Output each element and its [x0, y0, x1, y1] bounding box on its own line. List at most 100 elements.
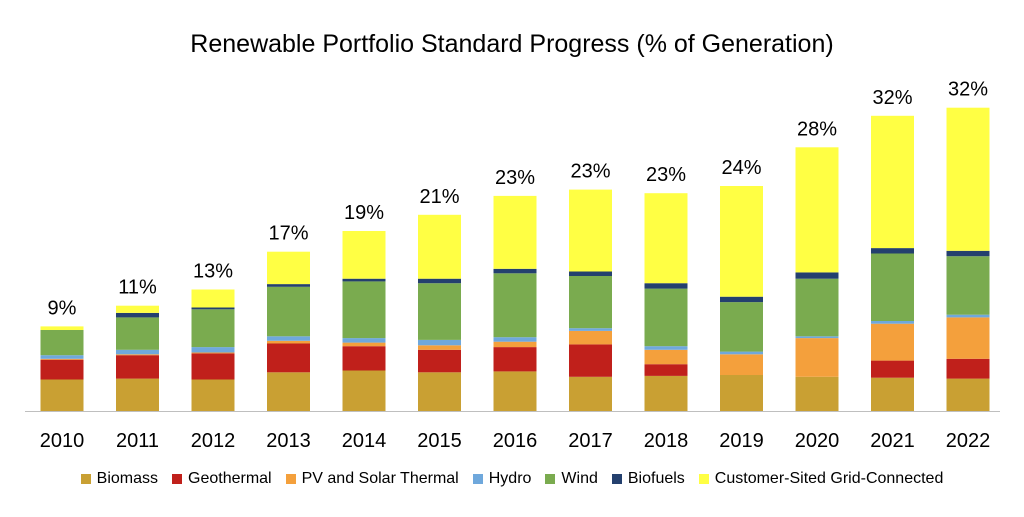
bar-segment-hydro-2013 [267, 336, 310, 341]
bar-segment-biofuels-2017 [569, 271, 612, 276]
total-label-2018: 23% [646, 164, 686, 186]
x-tick-label-2017: 2017 [568, 430, 613, 452]
x-tick-label-2016: 2016 [493, 430, 538, 452]
bar-segment-biofuels-2014 [342, 278, 386, 282]
legend-label-pv-and-solar-thermal: PV and Solar Thermal [301, 470, 459, 487]
bar-segment-biofuels-2013 [267, 284, 310, 287]
bar-segment-pv-and-solar-thermal-2019 [720, 354, 763, 375]
x-tick-label-2018: 2018 [644, 430, 689, 452]
bar-segment-wind-2011 [116, 317, 159, 350]
bar-segment-wind-2015 [418, 283, 461, 340]
legend-label-hydro: Hydro [488, 470, 532, 487]
bar-segment-biomass-2020 [795, 376, 839, 411]
x-tick-label-2010: 2010 [40, 430, 85, 452]
bar-segment-biomass-2010 [40, 379, 84, 411]
bar-segment-biofuels-2016 [493, 268, 537, 274]
bar-segment-hydro-2019 [720, 351, 763, 355]
bar-segment-biomass-2011 [116, 378, 159, 411]
bar-segment-pv-and-solar-thermal-2022 [946, 317, 990, 359]
bar-segment-customer-sited-grid-connected-2016 [493, 195, 537, 269]
x-tick-label-2022: 2022 [946, 430, 991, 452]
bar-segment-pv-and-solar-thermal-2021 [871, 323, 914, 361]
bar-segment-hydro-2017 [569, 328, 612, 331]
legend-swatch-hydro [472, 474, 483, 484]
bar-segment-biofuels-2021 [871, 248, 914, 254]
bar-segment-geothermal-2018 [644, 364, 688, 376]
legend-label-customer-sited-grid-connected: Customer-Sited Grid-Connected [714, 470, 944, 487]
bar-segment-hydro-2014 [342, 338, 386, 343]
total-label-2012: 13% [193, 261, 233, 283]
bar-segment-biomass-2014 [342, 370, 386, 411]
legend: Biomass Geothermal PV and Solar Thermal Hyd… [0, 470, 1024, 488]
total-label-2013: 17% [268, 223, 308, 245]
x-tick-label-2019: 2019 [719, 430, 764, 452]
bar-segment-geothermal-2011 [116, 355, 159, 379]
bar-segment-biofuels-2012 [191, 307, 235, 310]
bar-segment-biomass-2021 [871, 377, 914, 411]
legend-item-biofuels: Biofuels [611, 470, 685, 488]
bar-segment-hydro-2022 [946, 314, 990, 318]
bar-segment-wind-2017 [569, 276, 612, 329]
bar-segment-biomass-2018 [644, 375, 688, 411]
bar-segment-pv-and-solar-thermal-2013 [267, 340, 310, 344]
bar-segment-customer-sited-grid-connected-2010 [40, 326, 84, 330]
bar-segment-hydro-2010 [40, 355, 84, 359]
bar-segment-biofuels-2020 [795, 272, 839, 279]
total-label-2011: 11% [118, 277, 157, 299]
chart-title: Renewable Portfolio Standard Progress (%… [190, 30, 834, 58]
bar-segment-wind-2021 [871, 253, 914, 321]
bar-segment-customer-sited-grid-connected-2021 [871, 115, 914, 249]
total-label-2016: 23% [495, 167, 535, 189]
bar-segment-customer-sited-grid-connected-2017 [569, 189, 612, 272]
bar-segment-geothermal-2012 [191, 353, 235, 380]
bar-segment-geothermal-2022 [946, 358, 990, 379]
bar-segment-geothermal-2013 [267, 343, 310, 373]
bar-segment-hydro-2021 [871, 321, 914, 324]
bar-segment-biomass-2017 [569, 376, 612, 411]
bar-segment-pv-and-solar-thermal-2010 [40, 358, 84, 360]
bar-segment-pv-and-solar-thermal-2015 [418, 345, 461, 350]
bar-segment-customer-sited-grid-connected-2013 [267, 251, 310, 285]
x-tick-label-2012: 2012 [191, 430, 236, 452]
bar-segment-biofuels-2011 [116, 312, 159, 318]
bar-segment-pv-and-solar-thermal-2016 [493, 341, 537, 348]
bar-segment-wind-2018 [644, 288, 688, 347]
total-label-2015: 21% [419, 186, 459, 208]
total-label-2010: 9% [48, 297, 77, 319]
legend-swatch-geothermal [172, 474, 183, 484]
legend-label-geothermal: Geothermal [188, 470, 272, 487]
bar-segment-customer-sited-grid-connected-2012 [191, 289, 235, 308]
total-label-2017: 23% [570, 161, 610, 183]
legend-label-wind: Wind [561, 470, 598, 487]
bar-segment-biofuels-2019 [720, 296, 763, 303]
bar-segment-biomass-2022 [946, 378, 990, 411]
legend-label-biomass: Biomass [96, 470, 159, 487]
bar-segment-customer-sited-grid-connected-2018 [644, 193, 688, 284]
legend-label-biofuels: Biofuels [627, 470, 685, 487]
legend-item-pv-and-solar-thermal: PV and Solar Thermal [285, 470, 459, 488]
bar-segment-pv-and-solar-thermal-2017 [569, 330, 612, 345]
bar-segment-geothermal-2021 [871, 360, 914, 378]
bar-segment-wind-2016 [493, 273, 537, 338]
bar-segment-wind-2019 [720, 302, 763, 352]
bar-segment-biofuels-2018 [644, 283, 688, 289]
bar-segment-customer-sited-grid-connected-2019 [720, 186, 763, 297]
bar-segment-biomass-2019 [720, 375, 763, 411]
bar-segment-wind-2013 [267, 286, 310, 337]
legend-item-geothermal: Geothermal [172, 470, 272, 488]
x-tick-label-2011: 2011 [116, 430, 159, 452]
bar-segment-customer-sited-grid-connected-2020 [795, 147, 839, 273]
total-label-2019: 24% [721, 157, 761, 179]
bar-segment-hydro-2020 [795, 336, 839, 339]
legend-swatch-customer-sited-grid-connected [698, 474, 709, 484]
x-tick-label-2020: 2020 [795, 430, 840, 452]
bar-segment-pv-and-solar-thermal-2012 [191, 352, 235, 354]
bar-segment-wind-2020 [795, 278, 839, 337]
bar-segment-biofuels-2022 [946, 250, 990, 257]
bar-segment-geothermal-2016 [493, 347, 537, 372]
bar-segment-biomass-2015 [418, 372, 461, 411]
total-label-2020: 28% [797, 118, 837, 140]
legend-item-customer-sited-grid-connected: Customer-Sited Grid-Connected [698, 470, 944, 488]
bar-segment-hydro-2015 [418, 339, 461, 346]
bar-segment-customer-sited-grid-connected-2022 [946, 107, 990, 251]
